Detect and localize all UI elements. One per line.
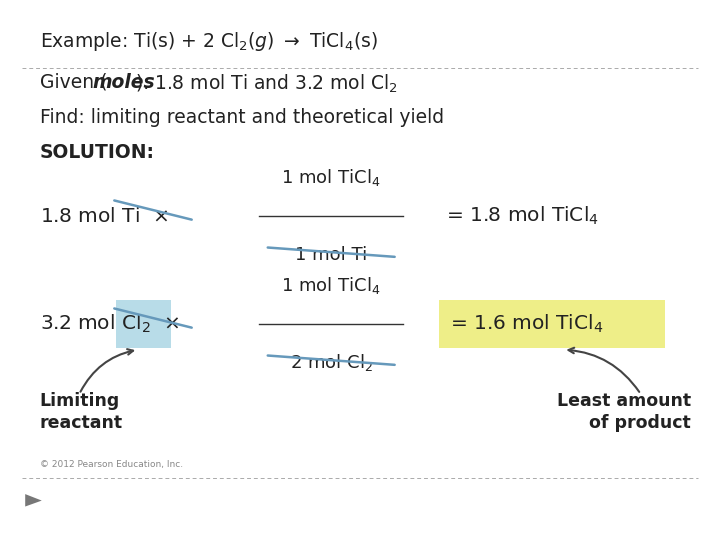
Text: 1 mol TiCl$_4$: 1 mol TiCl$_4$ [282, 167, 381, 187]
FancyBboxPatch shape [439, 300, 665, 348]
Text: moles: moles [93, 73, 156, 92]
FancyBboxPatch shape [116, 300, 171, 348]
Text: = 1.8 mol TiCl$_4$: = 1.8 mol TiCl$_4$ [446, 205, 599, 227]
Text: 2 mol Cl$_2$: 2 mol Cl$_2$ [289, 353, 373, 373]
Text: 3.2 mol Cl$_2$  $\times$: 3.2 mol Cl$_2$ $\times$ [40, 313, 179, 335]
Text: Given (: Given ( [40, 73, 107, 92]
Text: 1 mol TiCl$_4$: 1 mol TiCl$_4$ [282, 275, 381, 295]
Text: ): 1.8 mol Ti and 3.2 mol Cl$_2$: ): 1.8 mol Ti and 3.2 mol Cl$_2$ [135, 73, 397, 95]
Text: 1 mol Ti: 1 mol Ti [295, 246, 367, 264]
Text: = 1.6 mol TiCl$_4$: = 1.6 mol TiCl$_4$ [450, 313, 603, 335]
Text: Find: limiting reactant and theoretical yield: Find: limiting reactant and theoretical … [40, 108, 444, 127]
Text: SOLUTION:: SOLUTION: [40, 143, 155, 162]
Text: Least amount
of product: Least amount of product [557, 392, 691, 431]
Text: 1.8 mol Ti  $\times$: 1.8 mol Ti $\times$ [40, 206, 168, 226]
Text: © 2012 Pearson Education, Inc.: © 2012 Pearson Education, Inc. [40, 460, 183, 469]
Text: Example: Ti(s) + 2 Cl$_2$($g$) $\rightarrow$ TiCl$_4$(s): Example: Ti(s) + 2 Cl$_2$($g$) $\rightar… [40, 30, 377, 53]
Polygon shape [25, 494, 42, 507]
Text: Limiting
reactant: Limiting reactant [40, 392, 122, 431]
